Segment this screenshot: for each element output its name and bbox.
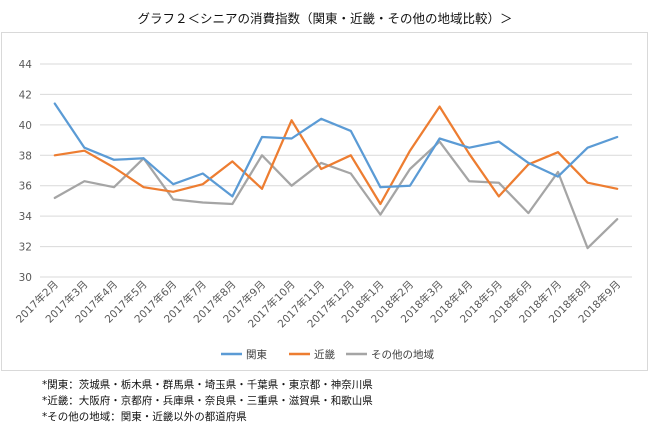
y-tick-label: 38 xyxy=(19,150,32,162)
y-tick-label: 44 xyxy=(19,59,33,71)
y-tick-label: 36 xyxy=(19,181,33,193)
note-kanto: *関東：茨城県・栃木県・群馬県・埼玉県・千葉県・東京都・神奈川県 xyxy=(42,379,373,391)
legend-label: その他の地域 xyxy=(371,348,434,361)
series-line-2 xyxy=(53,140,619,250)
y-axis-tick-labels: 30 32 34 36 38 40 42 44 xyxy=(19,59,33,284)
legend-label: 近畿 xyxy=(314,348,335,361)
note-other-regions: *その他の地域：関東・近畿以外の都道府県 xyxy=(42,411,247,423)
series-lines xyxy=(53,102,619,250)
y-tick-label: 30 xyxy=(19,272,32,284)
line-chart: 30 32 34 36 38 40 42 44 2017年2月2017年3月2017年4月20… xyxy=(13,59,632,361)
y-tick-label: 32 xyxy=(19,242,32,254)
y-tick-label: 42 xyxy=(19,89,32,101)
legend: 関東 近畿 その他の地域 xyxy=(221,348,434,361)
note-kinki: *近畿：大阪府・京都府・兵庫県・奈良県・三重県・滋賀県・和歌山県 xyxy=(42,395,373,407)
series-line-1 xyxy=(53,105,619,206)
y-tick-label: 34 xyxy=(19,211,33,223)
y-tick-label: 40 xyxy=(19,120,32,132)
chart-frame xyxy=(1,32,648,371)
chart-title: グラフ２＜シニアの消費指数（関東・近畿・その他の地域比較）＞ xyxy=(137,11,513,26)
series-line-0 xyxy=(53,102,619,198)
x-axis-tick-labels: 2017年2月2017年3月2017年4月2017年5月2017年6月2017年… xyxy=(13,278,623,330)
legend-label: 関東 xyxy=(246,348,267,361)
